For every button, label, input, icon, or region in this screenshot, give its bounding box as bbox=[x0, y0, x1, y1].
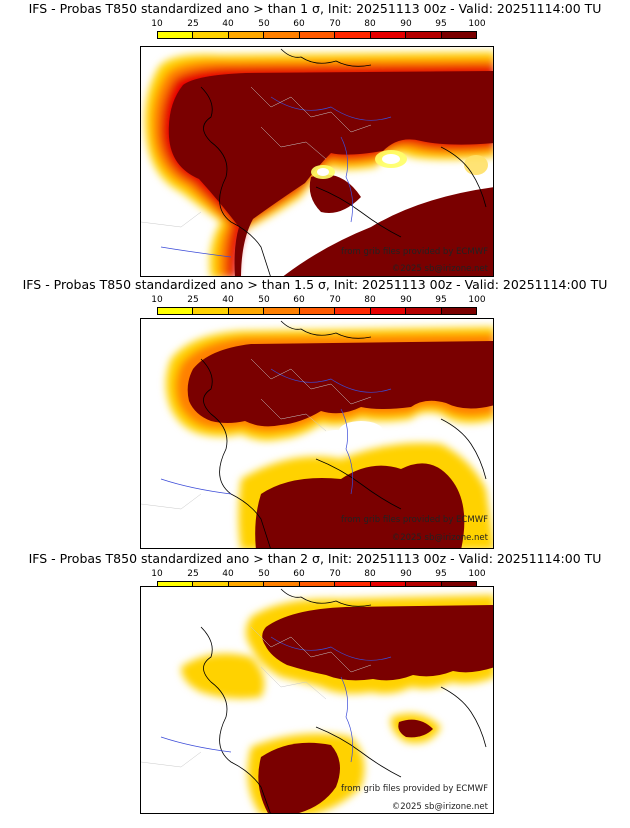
legend-tick: 70 bbox=[329, 295, 341, 305]
legend-tick: 60 bbox=[293, 295, 305, 305]
copyright-credit: ©2025 sb@irizone.net bbox=[391, 533, 488, 543]
coastlines bbox=[200, 588, 487, 813]
legend-tick: 50 bbox=[258, 295, 270, 305]
coastlines bbox=[200, 48, 487, 276]
legend-tick: 70 bbox=[329, 19, 341, 29]
probability-map[interactable] bbox=[140, 586, 494, 814]
probability-map[interactable] bbox=[140, 318, 494, 549]
probability-legend: 10 25 40 50 60 70 80 90 95 100 bbox=[151, 19, 486, 41]
copyright-credit: ©2025 sb@irizone.net bbox=[391, 264, 488, 274]
high-probability-area bbox=[187, 341, 493, 427]
legend-tick: 40 bbox=[222, 295, 234, 305]
legend-colorbar bbox=[157, 31, 477, 39]
source-credit: from grib files provided by ECMWF bbox=[341, 247, 488, 257]
legend-tick: 95 bbox=[435, 19, 447, 29]
source-credit: from grib files provided by ECMWF bbox=[341, 515, 488, 525]
legend-tick: 25 bbox=[187, 569, 199, 579]
legend-tick: 100 bbox=[468, 19, 486, 29]
panel-title: IFS - Probas T850 standardized ano > tha… bbox=[22, 277, 608, 292]
legend-tick: 40 bbox=[222, 19, 234, 29]
coastlines bbox=[200, 320, 487, 548]
probability-map[interactable] bbox=[140, 46, 494, 277]
mediterranean-area bbox=[258, 742, 340, 813]
legend-tick: 90 bbox=[400, 569, 412, 579]
legend-tick: 80 bbox=[364, 569, 376, 579]
copyright-credit: ©2025 sb@irizone.net bbox=[391, 802, 488, 812]
legend-tick: 10 bbox=[151, 295, 163, 305]
legend-colorbar bbox=[157, 307, 477, 315]
mediterranean-area bbox=[255, 463, 465, 548]
panel-1sigma: IFS - Probas T850 standardized ano > tha… bbox=[0, 0, 630, 277]
panel-title: IFS - Probas T850 standardized ano > tha… bbox=[28, 551, 602, 566]
legend-tick: 10 bbox=[151, 569, 163, 579]
legend-tick: 70 bbox=[329, 569, 341, 579]
panel-2sigma: IFS - Probas T850 standardized ano > tha… bbox=[0, 550, 630, 826]
legend-tick: 10 bbox=[151, 19, 163, 29]
legend-tick: 40 bbox=[222, 569, 234, 579]
legend-tick: 90 bbox=[400, 295, 412, 305]
probability-legend: 10 25 40 50 60 70 80 90 95 100 bbox=[151, 295, 486, 317]
legend-tick: 60 bbox=[293, 569, 305, 579]
panel-title: IFS - Probas T850 standardized ano > tha… bbox=[28, 1, 602, 16]
legend-tick: 90 bbox=[400, 19, 412, 29]
legend-tick: 95 bbox=[435, 295, 447, 305]
legend-tick: 80 bbox=[364, 295, 376, 305]
legend-tick: 50 bbox=[258, 19, 270, 29]
legend-tick: 60 bbox=[293, 19, 305, 29]
admin-borders bbox=[141, 86, 372, 228]
panel-1-5sigma: IFS - Probas T850 standardized ano > tha… bbox=[0, 276, 630, 552]
legend-tick: 100 bbox=[468, 569, 486, 579]
rivers bbox=[160, 96, 392, 258]
legend-tick: 80 bbox=[364, 19, 376, 29]
legend-tick: 100 bbox=[468, 295, 486, 305]
legend-tick: 25 bbox=[187, 19, 199, 29]
mediterranean-area bbox=[283, 187, 493, 276]
legend-tick: 95 bbox=[435, 569, 447, 579]
rivers bbox=[160, 368, 392, 495]
legend-tick: 25 bbox=[187, 295, 199, 305]
rivers bbox=[160, 636, 392, 763]
high-probability-area bbox=[262, 605, 493, 681]
admin-borders bbox=[141, 358, 372, 510]
high-probability-area bbox=[168, 71, 493, 276]
legend-tick: 50 bbox=[258, 569, 270, 579]
source-credit: from grib files provided by ECMWF bbox=[341, 784, 488, 794]
admin-borders bbox=[141, 626, 372, 768]
